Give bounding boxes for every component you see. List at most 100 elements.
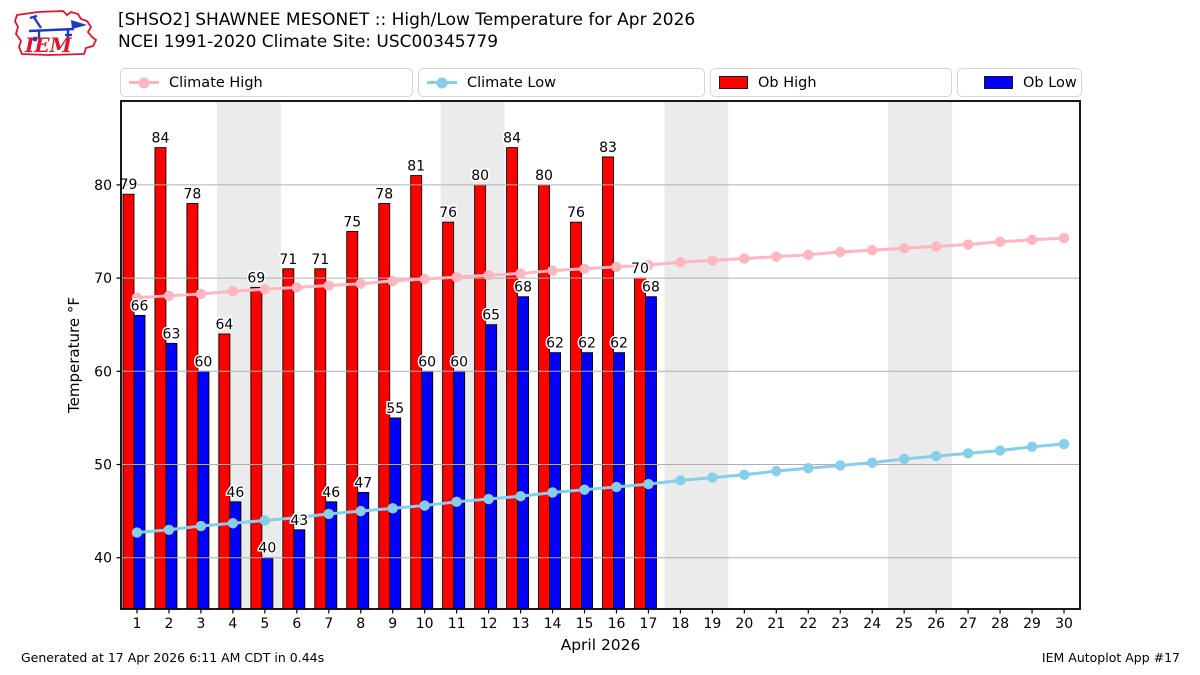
ob-high-bar xyxy=(410,175,423,610)
climate-low-marker xyxy=(835,460,846,471)
ob-high-value-label: 84 xyxy=(503,131,521,147)
y-tick-label: 80 xyxy=(94,178,112,194)
x-tick-label: 25 xyxy=(895,616,913,632)
climate-high-marker xyxy=(547,265,558,276)
climate-high-marker xyxy=(835,246,846,258)
climate-low-marker xyxy=(707,472,718,483)
ob-high-value-label: 76 xyxy=(439,205,457,221)
iem-logo: IEM xyxy=(14,10,98,57)
ob-high-value-label: 80 xyxy=(535,168,553,184)
x-axis-title: April 2026 xyxy=(561,636,641,654)
legend-label: Climate High xyxy=(169,74,263,91)
ob-low-value-label: 62 xyxy=(546,336,564,352)
legend-line-marker-icon xyxy=(427,77,457,88)
ob-low-bar xyxy=(293,529,306,610)
x-tick-label: 13 xyxy=(512,616,530,632)
x-tick-label: 12 xyxy=(480,616,498,632)
legend-line-marker-icon xyxy=(129,77,159,88)
legend-item-ob-high: Ob High xyxy=(710,68,952,97)
legend-label: Ob Low xyxy=(1023,74,1077,91)
ob-low-value-label: 65 xyxy=(482,308,500,324)
x-tick-label: 9 xyxy=(388,616,397,632)
ob-low-bar xyxy=(197,370,210,610)
climate-low-marker xyxy=(803,463,814,474)
ob-high-value-label: 76 xyxy=(567,205,585,221)
x-tick-label: 23 xyxy=(831,616,849,632)
y-tick-label: 70 xyxy=(94,271,112,287)
chart-subtitle: NCEI 1991-2020 Climate Site: USC00345779 xyxy=(118,32,499,52)
ob-low-bar xyxy=(613,352,625,610)
ob-high-value-label: 78 xyxy=(375,187,393,203)
legend-item-ob-low: Ob Low xyxy=(957,68,1082,97)
climate-low-marker xyxy=(930,450,942,462)
x-tick-label: 21 xyxy=(767,616,785,632)
ob-low-bar xyxy=(261,557,274,610)
climate-low-marker xyxy=(419,500,430,511)
climate-low-marker xyxy=(994,445,1006,456)
climate-high-marker xyxy=(323,280,334,291)
climate-low-marker xyxy=(323,508,334,520)
vane-hub-icon xyxy=(32,36,38,42)
climate-low-marker xyxy=(195,520,207,532)
ob-high-value-label: 69 xyxy=(247,270,265,286)
climate-low-marker xyxy=(1026,441,1038,453)
climate-low-marker xyxy=(579,484,590,495)
x-tick-label: 27 xyxy=(959,616,977,632)
ob-low-value-label: 62 xyxy=(578,336,596,352)
climate-low-marker xyxy=(962,448,974,459)
ob-low-bar xyxy=(133,314,146,610)
ob-low-value-label: 43 xyxy=(290,513,308,529)
climate-low-marker xyxy=(259,515,271,526)
climate-high-line xyxy=(136,236,1065,300)
legend: Climate High Climate Low Ob High Ob Low xyxy=(120,68,1082,97)
climate-high-marker xyxy=(771,251,782,262)
footer-generated-text: Generated at 17 Apr 2026 6:11 AM CDT in … xyxy=(21,650,325,665)
climate-low-marker xyxy=(291,512,303,523)
climate-high-marker xyxy=(643,259,654,271)
ob-low-value-label: 66 xyxy=(131,298,149,314)
ob-low-value-label: 68 xyxy=(514,280,532,296)
x-tick-label: 2 xyxy=(164,616,173,632)
ob-low-bar xyxy=(517,296,530,610)
climate-high-marker xyxy=(291,282,303,293)
ob-high-value-label: 75 xyxy=(343,214,361,230)
ob-low-bar xyxy=(549,352,561,610)
ob-high-bar xyxy=(186,203,199,610)
climate-low-marker xyxy=(227,518,239,529)
x-tick-label: 5 xyxy=(260,616,269,632)
weekend-band xyxy=(664,101,729,609)
title-block: [SHSO2] SHAWNEE MESONET :: High/Low Temp… xyxy=(118,9,695,53)
plot-frame xyxy=(120,100,1081,610)
ob-low-bar xyxy=(421,370,434,610)
climate-low-marker xyxy=(515,491,526,502)
x-tick-label: 28 xyxy=(991,616,1009,632)
ob-high-value-label: 84 xyxy=(152,131,170,147)
ob-high-bar xyxy=(538,184,550,610)
climate-low-marker xyxy=(1058,438,1070,450)
legend-swatch-icon xyxy=(984,76,1013,89)
vane-flag-icon xyxy=(71,20,87,29)
ob-low-bar xyxy=(453,370,466,610)
ob-high-value-label: 70 xyxy=(631,261,649,277)
x-tick-label: 14 xyxy=(544,616,562,632)
x-tick-label: 20 xyxy=(735,616,753,632)
legend-swatch-icon xyxy=(719,76,748,89)
climate-low-marker xyxy=(771,465,782,477)
ob-high-value-label: 71 xyxy=(311,252,329,268)
ob-low-bar xyxy=(165,342,178,610)
x-tick-label: 4 xyxy=(228,616,237,632)
climate-high-marker xyxy=(1026,234,1038,246)
x-tick-label: 22 xyxy=(799,616,817,632)
x-tick-label: 6 xyxy=(292,616,301,632)
climate-high-marker xyxy=(994,236,1006,247)
y-tick-label: 50 xyxy=(94,458,112,474)
ob-high-bar xyxy=(602,156,614,610)
ob-low-bar xyxy=(485,324,498,610)
climate-low-marker xyxy=(387,503,398,514)
climate-high-marker xyxy=(515,268,526,279)
legend-label: Ob High xyxy=(758,74,817,91)
x-tick-label: 29 xyxy=(1023,616,1041,632)
climate-high-marker xyxy=(803,249,814,260)
